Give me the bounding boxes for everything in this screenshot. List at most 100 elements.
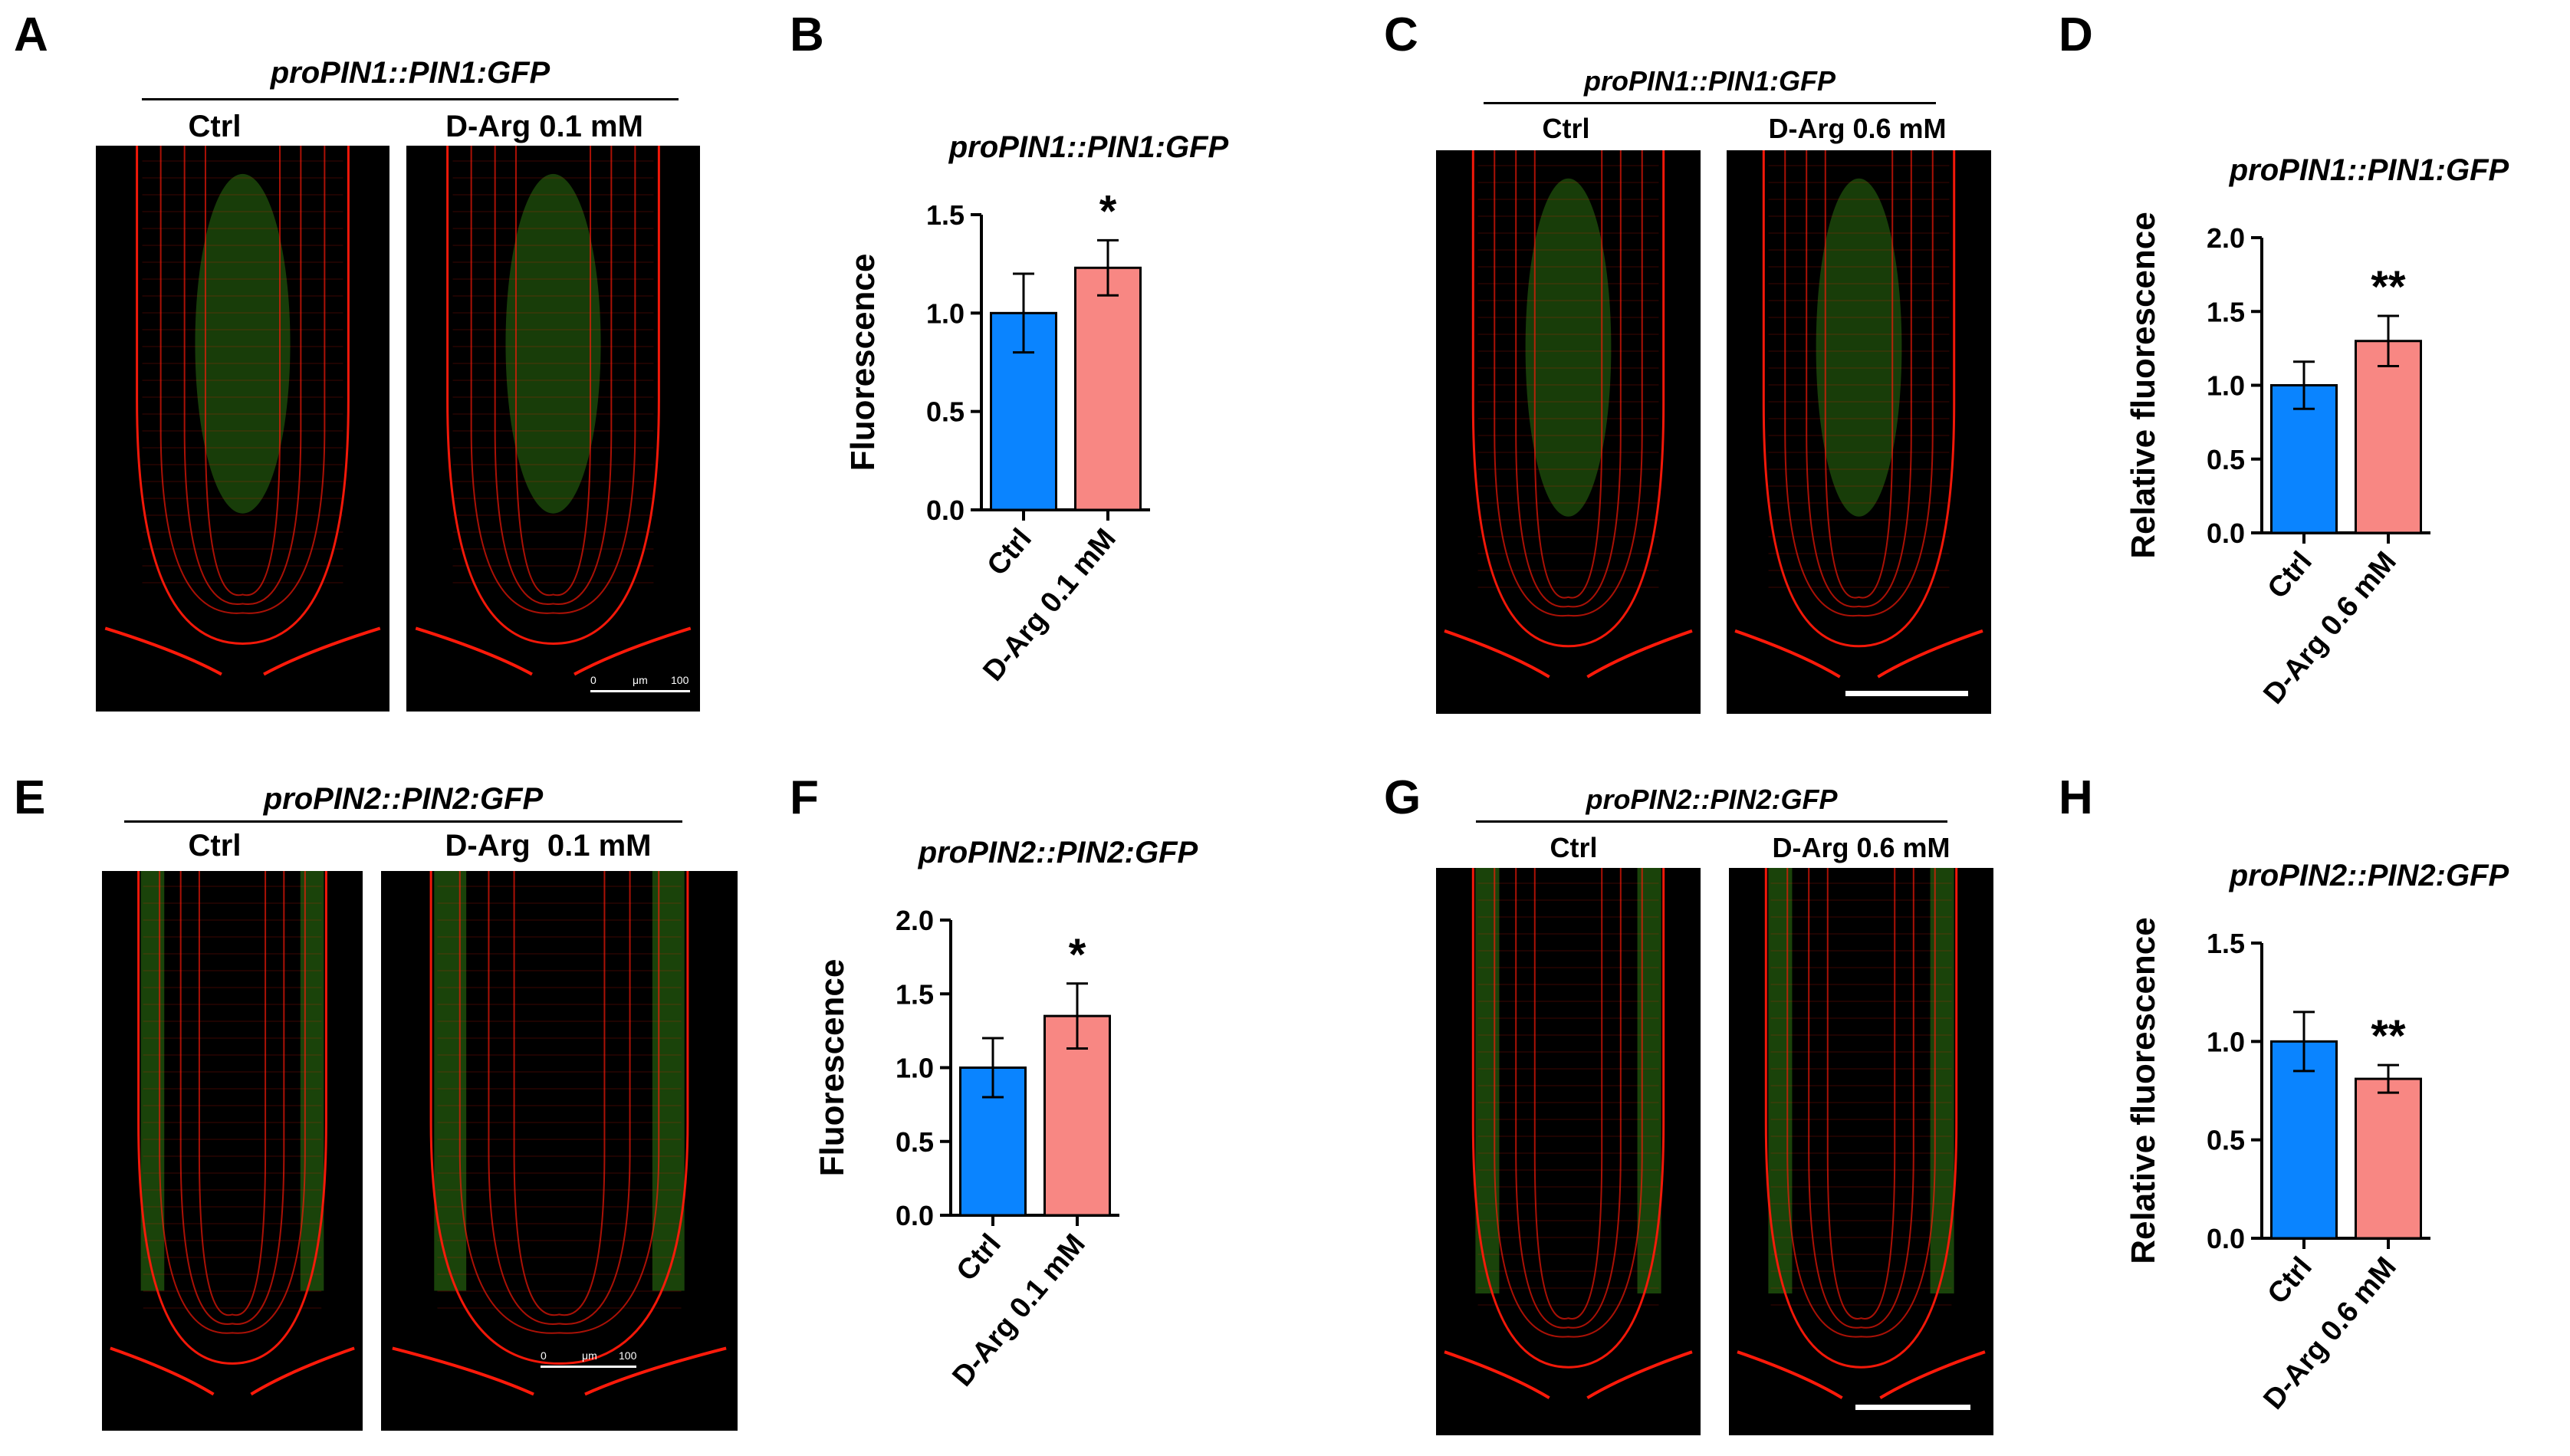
- root-image-c-treatment: [1727, 150, 1991, 714]
- cell-file: [513, 871, 606, 1316]
- y-tick-label: 1.5: [926, 199, 965, 231]
- gfp-signal: [1768, 868, 1954, 1293]
- root-outline: [137, 871, 327, 1365]
- y-tick-label: 1.5: [896, 978, 934, 1010]
- panel-g-rule: [1476, 820, 1947, 823]
- scale-unit: μm: [582, 1349, 597, 1362]
- significance-mark: **: [2371, 262, 2406, 312]
- y-tick-label: 1.5: [2207, 296, 2245, 327]
- root-edge: [1471, 150, 1665, 648]
- y-tick-label: 1.0: [926, 297, 965, 329]
- chart-title: proPIN2::PIN2:GFP: [918, 836, 1198, 869]
- root-drawing: [110, 871, 355, 1396]
- y-tick-label: 0.0: [2207, 518, 2245, 549]
- chart-title: proPIN2::PIN2:GFP: [2229, 859, 2509, 892]
- y-tick-label: 0.0: [926, 495, 965, 526]
- panel-a-label-ctrl: Ctrl: [188, 110, 242, 143]
- cell-file: [514, 146, 592, 597]
- cell-file: [183, 146, 302, 605]
- root-outline: [446, 146, 660, 645]
- panel-c-rule: [1484, 102, 1936, 104]
- gfp-signal: [1525, 178, 1612, 517]
- scale-value: 100: [671, 674, 689, 686]
- cell-file: [494, 146, 613, 605]
- root-outline: [429, 871, 689, 1365]
- panel-c-label-ctrl: Ctrl: [1542, 113, 1590, 144]
- significance-mark: **: [2371, 1011, 2406, 1061]
- chart-title: proPIN1::PIN1:GFP: [2229, 153, 2509, 187]
- panel-a-label-treatment: D-Arg 0.1 mM: [445, 110, 643, 143]
- cell-file: [179, 871, 285, 1325]
- y-tick-label: 0.5: [926, 396, 965, 428]
- cell-file: [1533, 868, 1603, 1320]
- root-drawing: [1444, 868, 1693, 1399]
- root-drawing: [415, 146, 692, 676]
- panel-c-title: proPIN1::PIN1:GFP: [1583, 65, 1836, 97]
- x-tick-label: Ctrl: [981, 523, 1038, 582]
- y-tick-label: 1.0: [896, 1053, 934, 1084]
- scale-bar: [541, 1366, 636, 1368]
- cell-file: [1786, 868, 1936, 1338]
- gfp-signal: [140, 871, 324, 1291]
- cell-file: [1808, 868, 1914, 1329]
- panel-c-label-treatment: D-Arg 0.6 mM: [1768, 113, 1947, 144]
- root-image-e-treatment: 0 μm 100: [381, 871, 738, 1431]
- root-outline: [1471, 150, 1665, 648]
- chart-title: proPIN1::PIN1:GFP: [948, 130, 1229, 164]
- panel-e-label-ctrl: Ctrl: [188, 829, 242, 863]
- y-axis-label: Relative fluorescence: [2125, 212, 2162, 558]
- root-edge: [1471, 868, 1665, 1369]
- root-image-a-treatment: 0 μm 100: [406, 146, 700, 712]
- root-outline: [1762, 150, 1956, 648]
- y-tick-label: 0.0: [2207, 1223, 2245, 1254]
- root-outline: [136, 146, 350, 645]
- gfp-signal: [434, 871, 685, 1291]
- panel-letter-c: C: [1384, 8, 1418, 61]
- scale-zero: 0: [590, 674, 596, 686]
- root-cap: [1734, 629, 1983, 679]
- scale-value: 100: [619, 1349, 637, 1362]
- significance-mark: *: [1099, 186, 1117, 236]
- x-tick-label: Ctrl: [951, 1228, 1007, 1287]
- root-edge: [136, 146, 350, 645]
- y-tick-label: 0.0: [896, 1200, 934, 1231]
- y-tick-label: 0.5: [2207, 1125, 2245, 1156]
- root-cap: [104, 626, 381, 676]
- significance-mark: *: [1069, 930, 1086, 980]
- bar: [2355, 1077, 2422, 1240]
- gfp-signal: [1816, 178, 1902, 517]
- root-image-g-treatment: [1729, 868, 1993, 1435]
- panel-letter-g: G: [1384, 771, 1421, 824]
- root-edge: [1764, 868, 1958, 1369]
- root-cap: [110, 1346, 355, 1396]
- cell-file: [488, 871, 631, 1325]
- cell-file: [470, 146, 636, 614]
- bar-chart-h: proPIN2::PIN2:GFP Relative fluorescence 0.…: [2108, 843, 2568, 1449]
- y-tick-label: 2.0: [2207, 222, 2245, 254]
- panel-letter-a: A: [14, 8, 48, 61]
- root-drawing: [1444, 150, 1693, 679]
- panel-e-label-treatment: D-Arg 0.1 mM: [445, 829, 652, 863]
- root-outline: [1764, 868, 1958, 1369]
- cell-file: [1824, 150, 1894, 599]
- cell-file: [1515, 868, 1622, 1329]
- cell-file: [1806, 150, 1912, 608]
- panel-letter-b: B: [790, 8, 824, 61]
- scale-unit: μm: [633, 674, 648, 686]
- panel-a-rule: [142, 98, 679, 100]
- panel-e-title: proPIN2::PIN2:GFP: [263, 782, 544, 816]
- y-axis-label: Fluorescence: [844, 254, 882, 472]
- panel-e-rule: [124, 820, 682, 823]
- y-tick-label: 1.5: [2207, 928, 2245, 959]
- root-cap: [392, 1346, 727, 1396]
- root-outline: [1471, 868, 1665, 1369]
- y-tick-label: 1.0: [2207, 1026, 2245, 1057]
- root-cap: [1737, 1350, 1986, 1399]
- root-edge: [1762, 150, 1956, 648]
- panel-letter-d: D: [2059, 8, 2093, 61]
